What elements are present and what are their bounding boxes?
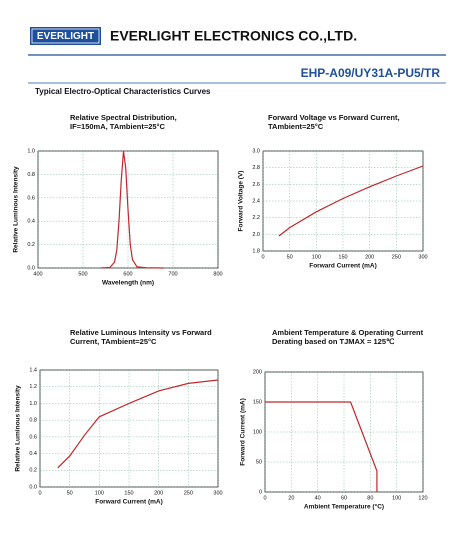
y-tick-label: 150 xyxy=(253,399,262,405)
x-tick-label: 50 xyxy=(67,490,73,496)
y-tick-label: 100 xyxy=(253,429,262,435)
y-tick-label: 2.6 xyxy=(252,182,260,188)
x-axis-label: Ambient Temperature (°C) xyxy=(304,503,384,511)
x-tick-label: 80 xyxy=(367,495,373,501)
y-tick-label: 2.0 xyxy=(252,232,260,238)
y-tick-label: 1.8 xyxy=(252,248,260,254)
x-tick-label: 400 xyxy=(33,271,42,277)
x-tick-label: 0 xyxy=(261,254,264,260)
logo-border xyxy=(31,28,100,44)
data-line xyxy=(265,401,378,492)
x-tick-label: 100 xyxy=(312,254,321,260)
y-tick-label: 0.8 xyxy=(27,172,35,178)
x-tick-label: 120 xyxy=(418,495,427,501)
y-tick-label: 2.2 xyxy=(252,215,260,221)
y-tick-label: 0.0 xyxy=(29,484,37,490)
chart-title: Current, TAmbient=25°C xyxy=(70,337,157,346)
x-axis-label: Forward Current (mA) xyxy=(95,499,163,506)
chart-title: TAmbient=25°C xyxy=(268,122,324,131)
y-tick-label: 1.0 xyxy=(29,401,37,407)
y-tick-label: 0 xyxy=(259,489,262,495)
x-tick-label: 200 xyxy=(365,254,374,260)
y-tick-label: 0.2 xyxy=(29,468,37,474)
x-axis-label: Forward Current (mA) xyxy=(309,263,377,270)
y-tick-label: 2.8 xyxy=(252,165,260,171)
y-tick-label: 0.0 xyxy=(27,265,35,271)
x-tick-label: 800 xyxy=(213,271,222,277)
x-tick-label: 300 xyxy=(213,490,222,496)
x-tick-label: 40 xyxy=(315,495,321,501)
x-tick-label: 60 xyxy=(341,495,347,501)
y-tick-label: 2.4 xyxy=(252,198,260,204)
chart-title: IF=150mA, TAmbient=25°C xyxy=(70,122,166,131)
y-tick-label: 0.4 xyxy=(27,219,35,225)
y-axis-label: Forward Current (mA) xyxy=(240,398,247,466)
y-tick-label: 1.2 xyxy=(29,384,37,390)
chart-title: Derating based on TJMAX = 125℃ xyxy=(272,337,395,346)
x-tick-label: 600 xyxy=(123,271,132,277)
y-tick-label: 0.2 xyxy=(27,242,35,248)
y-tick-label: 0.8 xyxy=(29,418,37,424)
x-axis-label: Wavelength (nm) xyxy=(102,280,154,287)
x-tick-label: 0 xyxy=(38,490,41,496)
y-tick-label: 200 xyxy=(253,369,262,375)
y-tick-label: 50 xyxy=(256,459,262,465)
x-tick-label: 20 xyxy=(288,495,294,501)
x-tick-label: 50 xyxy=(287,254,293,260)
x-tick-label: 150 xyxy=(124,490,133,496)
data-line xyxy=(57,379,219,469)
logo: EVERLIGHT xyxy=(37,31,94,42)
y-tick-label: 1.4 xyxy=(29,367,37,373)
company: EVERLIGHT ELECTRONICS CO.,LTD. xyxy=(110,28,357,44)
x-tick-label: 100 xyxy=(95,490,104,496)
data-line xyxy=(100,150,165,269)
x-tick-label: 250 xyxy=(184,490,193,496)
chart-title: Ambient Temperature & Operating Current xyxy=(272,328,424,337)
chart-title: Forward Voltage vs Forward Current, xyxy=(268,113,400,122)
y-tick-label: 3.0 xyxy=(252,148,260,154)
x-tick-label: 250 xyxy=(392,254,401,260)
chart-title: Relative Luminous Intensity vs Forward xyxy=(70,328,212,337)
y-axis-label: Relative Luminous Intensity xyxy=(13,166,20,253)
y-axis-label: Relative Luminous Intensity xyxy=(15,385,22,472)
part-number: EHP-A09/UY31A-PU5/TR xyxy=(301,66,441,80)
y-tick-label: 0.6 xyxy=(27,195,35,201)
chart-title: Relative Spectral Distribution, xyxy=(70,113,177,122)
y-tick-label: 0.6 xyxy=(29,434,37,440)
x-tick-label: 200 xyxy=(154,490,163,496)
section-title: Typical Electro-Optical Characteristics … xyxy=(35,87,211,96)
x-tick-label: 150 xyxy=(338,254,347,260)
x-tick-label: 300 xyxy=(418,254,427,260)
x-tick-label: 0 xyxy=(263,495,266,501)
y-tick-label: 0.4 xyxy=(29,451,37,457)
logo-box xyxy=(30,27,101,45)
data-line xyxy=(278,165,424,237)
x-tick-label: 700 xyxy=(168,271,177,277)
y-tick-label: 1.0 xyxy=(27,148,35,154)
x-tick-label: 100 xyxy=(392,495,401,501)
y-axis-label: Forward Voltage (V) xyxy=(238,171,245,232)
x-tick-label: 500 xyxy=(78,271,87,277)
